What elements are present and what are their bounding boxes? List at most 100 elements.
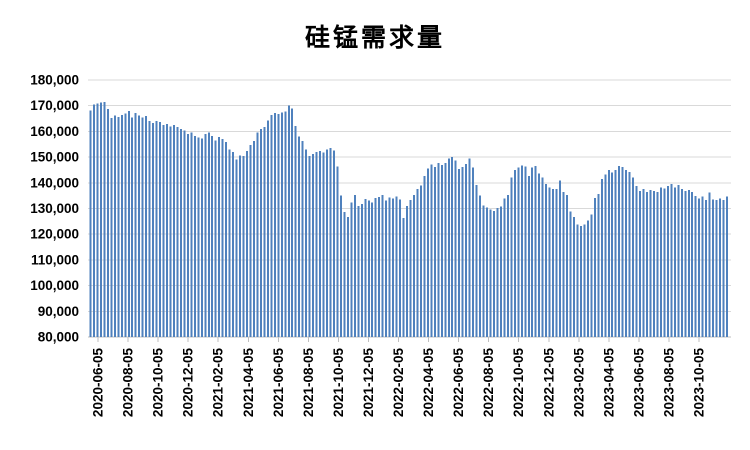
bar (315, 152, 318, 337)
x-axis-tick-label: 2020-10-05 (151, 348, 166, 418)
bar (604, 174, 607, 337)
bar (343, 211, 346, 337)
x-axis-tick-label: 2020-12-05 (181, 348, 196, 418)
bar (430, 164, 433, 337)
bar (176, 127, 179, 337)
bar (628, 172, 631, 337)
x-axis-tick-label: 2022-10-05 (511, 348, 526, 418)
bar (162, 125, 165, 337)
bar (92, 104, 95, 337)
bar (492, 211, 495, 337)
bar (680, 188, 683, 337)
bar (534, 166, 537, 337)
bar (339, 195, 342, 337)
bar (597, 194, 600, 337)
bar (246, 151, 249, 337)
x-axis-tick-label: 2021-10-05 (331, 348, 346, 418)
bar (465, 163, 468, 337)
bar (371, 202, 374, 337)
x-axis-tick-label: 2021-04-05 (241, 348, 256, 418)
bar (673, 187, 676, 337)
bar (134, 112, 137, 338)
bar (270, 114, 273, 337)
bar (555, 188, 558, 337)
bar (416, 188, 419, 337)
bar (646, 191, 649, 337)
bar (663, 188, 666, 337)
y-axis-tick-label: 120,000 (30, 227, 79, 242)
bar (256, 132, 259, 337)
bar (694, 195, 697, 337)
bar (204, 133, 207, 337)
y-axis-tick-label: 100,000 (30, 278, 79, 293)
bar (552, 188, 555, 337)
bar (635, 185, 638, 337)
bar (235, 159, 238, 337)
bar (670, 184, 673, 337)
bar (166, 123, 169, 337)
bar (287, 105, 290, 337)
bar (482, 205, 485, 337)
bar (148, 120, 151, 337)
bar (308, 156, 311, 337)
bar (183, 130, 186, 337)
bar (259, 129, 262, 337)
bar (541, 177, 544, 337)
bar (687, 190, 690, 337)
bar (249, 145, 252, 337)
bar (294, 125, 297, 337)
x-axis-tick-label: 2023-02-05 (571, 348, 586, 418)
bar (329, 147, 332, 337)
bar (124, 113, 127, 337)
y-axis-tick-label: 180,000 (30, 73, 79, 88)
bar (639, 190, 642, 337)
x-axis-tick-label: 2022-06-05 (451, 348, 466, 418)
bar (666, 185, 669, 337)
x-axis-tick-label: 2021-02-05 (211, 348, 226, 418)
bar (381, 195, 384, 337)
bar (715, 199, 718, 337)
x-axis-tick-label: 2022-02-05 (391, 348, 406, 418)
bar (517, 167, 520, 337)
bar (218, 136, 221, 337)
y-axis-tick-label: 130,000 (30, 201, 79, 216)
bar (632, 177, 635, 337)
bar (656, 191, 659, 337)
x-axis-tick-label: 2020-06-05 (91, 348, 106, 418)
bar (152, 122, 155, 337)
bar (698, 198, 701, 337)
bar (621, 166, 624, 337)
bar (642, 188, 645, 337)
x-axis-tick-label: 2022-12-05 (541, 348, 556, 418)
bar (263, 127, 266, 337)
bar (228, 149, 231, 337)
bar (120, 115, 123, 338)
bar (367, 200, 370, 337)
bar (131, 117, 134, 338)
bar (346, 216, 349, 337)
bar (461, 166, 464, 337)
bar (472, 167, 475, 337)
bar (496, 208, 499, 337)
bar (353, 195, 356, 337)
bar (186, 133, 189, 337)
bar (527, 175, 530, 337)
bar (277, 113, 280, 337)
bar (312, 153, 315, 337)
bar (719, 198, 722, 337)
x-axis-tick-label: 2023-06-05 (631, 348, 646, 418)
bar (291, 108, 294, 338)
bar (649, 190, 652, 337)
bar (190, 132, 193, 337)
bar (110, 118, 113, 337)
bar (684, 190, 687, 337)
bar (468, 158, 471, 337)
bar (579, 225, 582, 337)
bar (200, 138, 203, 337)
bar (569, 211, 572, 337)
x-axis-tick-label: 2021-06-05 (271, 348, 286, 418)
bar (159, 122, 162, 338)
bar (155, 120, 158, 337)
y-axis-tick-label: 170,000 (30, 98, 79, 113)
